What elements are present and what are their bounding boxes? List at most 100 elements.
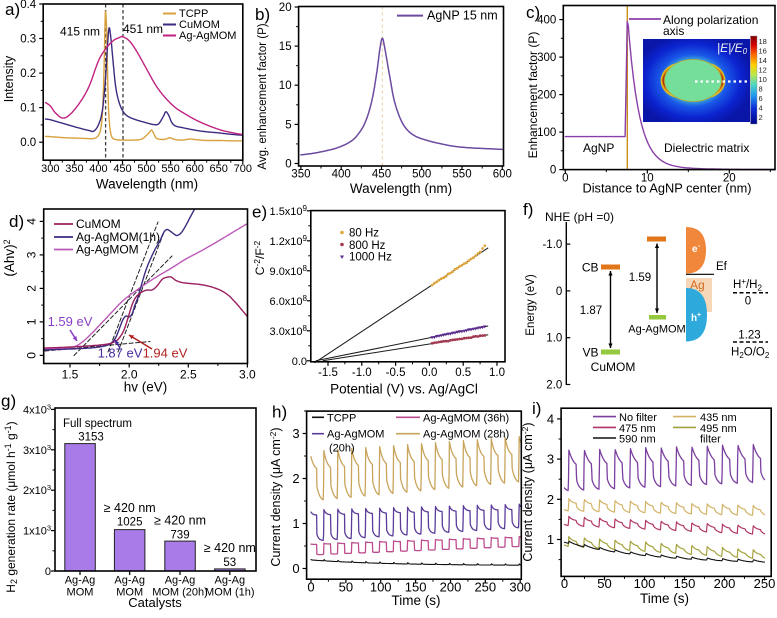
svg-text:8: 8 [759,85,763,94]
svg-text:≥ 420 nm: ≥ 420 nm [204,541,256,555]
svg-text:Ag-AgMOM (36h): Ag-AgMOM (36h) [423,412,509,424]
svg-text:150: 150 [405,580,427,595]
svg-text:415 nm: 415 nm [60,25,100,39]
svg-text:-0.5: -0.5 [386,367,406,379]
svg-text:Time (s): Time (s) [640,591,689,606]
svg-text:12: 12 [759,66,767,75]
svg-text:4: 4 [759,104,763,113]
svg-text:350: 350 [291,169,310,181]
svg-text:0: 0 [307,580,314,595]
svg-text:650: 650 [210,163,228,175]
svg-text:550: 550 [452,169,471,181]
svg-text:1.2x109: 1.2x109 [270,234,308,248]
svg-text:200: 200 [537,90,556,102]
svg-text:Energy (eV): Energy (eV) [525,274,537,336]
svg-text:1.87: 1.87 [580,305,602,317]
svg-text:Dielectric matrix: Dielectric matrix [664,141,749,155]
svg-text:≥ 420 nm: ≥ 420 nm [104,501,156,515]
svg-text:10: 10 [759,75,767,84]
svg-text:250: 250 [754,576,776,591]
svg-text:150: 150 [674,576,696,591]
svg-text:300: 300 [537,52,556,64]
svg-text:53: 53 [223,557,236,569]
svg-text:400: 400 [89,163,107,175]
svg-text:d): d) [9,212,24,231]
svg-text:+: + [697,312,701,319]
svg-text:H2O/O2: H2O/O2 [731,347,770,361]
svg-text:Ag-AgMOM(1h): Ag-AgMOM(1h) [76,230,160,244]
svg-text:0.3: 0.3 [20,34,36,46]
svg-text:-1.0: -1.0 [352,367,372,379]
svg-text:0.0: 0.0 [421,367,437,379]
svg-text:Ag-AgMOM: Ag-AgMOM [327,429,384,441]
svg-text:AgNP 15 nm: AgNP 15 nm [427,9,498,23]
svg-text:0: 0 [292,561,299,576]
svg-text:TCPP: TCPP [179,8,208,20]
svg-text:435 nm: 435 nm [700,412,737,424]
svg-text:Wavelength (nm): Wavelength (nm) [96,177,198,192]
svg-text:1: 1 [547,532,554,547]
svg-text:Catalysts: Catalysts [128,595,182,610]
svg-text:451 nm: 451 nm [123,22,163,36]
svg-text:6: 6 [759,94,763,103]
svg-text:g): g) [1,392,16,411]
svg-text:5: 5 [285,119,291,131]
svg-text:3: 3 [25,251,39,258]
svg-text:CuMOM: CuMOM [76,217,121,231]
svg-text:Ag-AgMOM (28h): Ag-AgMOM (28h) [423,429,509,441]
svg-text:0: 0 [745,296,751,308]
svg-text:Full spectrum: Full spectrum [63,418,132,430]
svg-text:10: 10 [279,80,292,92]
svg-text:20: 20 [723,173,736,185]
svg-text:Ag-Ag: Ag-Ag [114,575,145,587]
svg-text:3: 3 [547,452,554,467]
svg-text:Distance to AgNP center (nm): Distance to AgNP center (nm) [582,181,751,196]
svg-text:a): a) [5,0,20,19]
svg-text:Current density (μA cm-2): Current density (μA cm-2) [520,422,535,561]
svg-text:(Ahv)2: (Ahv)2 [2,239,17,276]
svg-text:CuMOM: CuMOM [591,360,636,374]
svg-text:20: 20 [279,2,292,14]
svg-text:AgNP: AgNP [583,141,614,155]
svg-text:550: 550 [161,163,179,175]
svg-text:2: 2 [759,113,763,122]
svg-text:100: 100 [634,576,656,591]
svg-text:1.0: 1.0 [546,333,562,345]
svg-text:Along polarization: Along polarization [663,13,758,27]
svg-text:2.0: 2.0 [121,368,138,382]
svg-text:3153: 3153 [78,432,104,444]
svg-text:1: 1 [292,516,299,531]
svg-text:Wavelength (nm): Wavelength (nm) [350,181,452,196]
svg-text:H+/H2: H+/H2 [733,277,762,293]
svg-text:e: e [692,244,698,255]
svg-text:739: 739 [170,530,189,542]
svg-text:600: 600 [493,169,512,181]
svg-text:1000 Hz: 1000 Hz [349,252,392,264]
svg-text:No filter: No filter [619,412,657,424]
svg-text:10: 10 [641,173,654,185]
svg-text:1.59: 1.59 [629,272,651,284]
svg-text:495 nm: 495 nm [700,423,737,435]
svg-text:200: 200 [440,580,462,595]
svg-text:hv (eV): hv (eV) [124,380,168,395]
svg-text:MOM (1h): MOM (1h) [205,587,255,599]
svg-text:3: 3 [292,426,299,441]
svg-text:NHE (pH =0): NHE (pH =0) [545,210,614,224]
svg-text:Time (s): Time (s) [392,593,441,608]
svg-text:1x103: 1x103 [23,524,51,538]
svg-text:Ag-AgMOM: Ag-AgMOM [76,243,139,257]
svg-text:0: 0 [25,352,39,359]
svg-text:Ef: Ef [716,261,728,273]
svg-text:15: 15 [279,41,292,53]
svg-text:4: 4 [547,411,554,426]
svg-text:0: 0 [562,173,568,185]
svg-text:1.23: 1.23 [738,330,760,342]
svg-text:400: 400 [537,15,556,27]
svg-text:0.0: 0.0 [292,356,307,368]
svg-text:Current density (μA cm-2): Current density (μA cm-2) [268,427,283,566]
svg-text:Intensity: Intensity [2,55,16,102]
svg-text:0: 0 [45,566,51,578]
svg-text:50: 50 [597,576,611,591]
svg-text:0: 0 [561,576,568,591]
svg-text:Ag-AgMOM: Ag-AgMOM [179,30,236,42]
